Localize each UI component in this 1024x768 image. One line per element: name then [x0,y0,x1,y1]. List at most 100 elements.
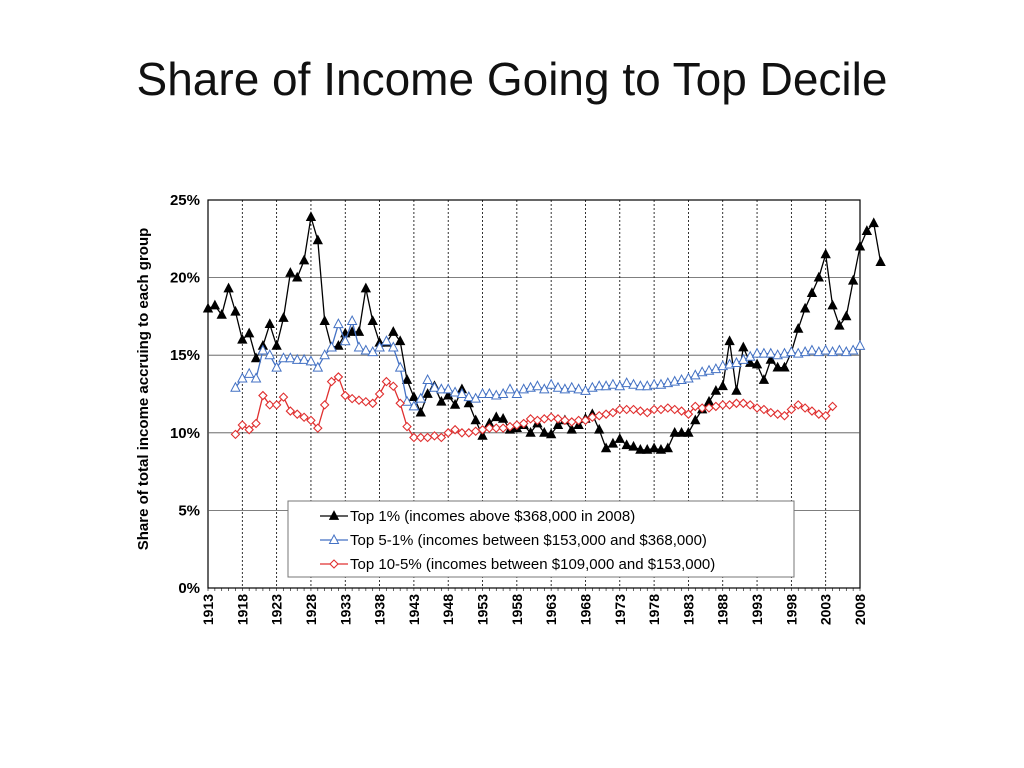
data-point [401,374,413,384]
data-point [525,414,536,424]
data-point [360,344,372,355]
data-point [374,389,385,399]
data-point [429,381,440,392]
data-point [751,347,763,358]
data-point [278,312,289,322]
data-point [291,353,303,364]
data-point [230,305,241,316]
x-tick-label: 1988 [715,594,731,625]
x-axis-ticks: 1913 1918 1923 1928 1933 1938 1943 1948 1953 1958… [200,588,868,625]
data-point [237,420,248,430]
data-point [786,404,797,415]
data-point [367,398,378,409]
data-point [669,404,680,415]
legend-entry: Top 1% (incomes above $368,000 in 2008) [320,508,635,525]
data-point [854,240,866,251]
data-point [628,440,639,451]
data-point [710,385,722,395]
data-point [532,380,543,391]
data-point [593,380,605,391]
data-point [580,384,591,395]
legend: Top 1% (incomes above $368,000 in 2008) T… [287,500,795,578]
data-point [333,318,344,329]
data-point [875,256,886,266]
data-point [690,401,701,412]
data-point [298,353,310,364]
data-point [545,428,557,439]
legend-label: Top 5-1% (incomes between $153,000 and $… [350,532,707,549]
data-point [230,429,241,440]
data-point [299,412,309,423]
data-point [552,381,564,392]
x-tick-label: 1963 [543,594,559,625]
x-tick-label: 1958 [509,594,525,625]
data-point [759,404,769,415]
data-point [209,299,221,310]
data-point [807,406,817,416]
x-tick-label: 1928 [303,594,319,625]
series-layer [202,211,886,454]
data-point [484,423,495,433]
data-point [328,510,340,520]
data-point [388,326,399,336]
y-tick-label: 10% [170,425,200,442]
data-point [292,271,303,282]
data-point [409,432,419,443]
x-tick-label: 1953 [475,594,491,625]
data-point [621,404,632,415]
data-point [621,377,632,388]
data-point [504,383,516,394]
data-point [779,410,790,421]
data-point [415,392,427,403]
data-point [600,442,612,453]
data-point [278,392,289,402]
data-point [580,415,591,426]
data-point [683,426,694,437]
data-point [553,414,563,424]
data-point [422,388,433,398]
legend-label: Top 10-5% (incomes between $109,000 and … [350,556,715,573]
y-tick-label: 0% [178,580,200,597]
data-point [312,361,324,372]
data-point [663,403,673,413]
data-point [793,322,804,333]
data-point [367,315,378,325]
data-point [847,274,859,285]
data-point [566,423,577,434]
data-point [415,406,426,417]
data-point [607,378,619,389]
data-point [766,407,776,418]
data-point [230,381,241,392]
data-point [264,349,276,360]
data-point [635,444,646,454]
data-point [491,411,502,422]
slide-title: Share of Income Going to Top Decile [136,53,888,105]
data-point [834,319,845,330]
data-point [751,358,763,369]
data-point [614,433,625,443]
data-point [731,356,742,367]
data-point [264,400,275,410]
data-point [381,376,392,387]
data-point [648,378,660,389]
y-tick-label: 25% [170,192,200,209]
data-point [319,315,330,325]
data-point [470,414,481,425]
data-point [635,406,646,416]
data-point [216,308,227,319]
data-point [820,344,832,355]
data-point [443,428,453,438]
data-point [449,399,461,409]
data-point [683,372,694,383]
data-point [353,326,365,336]
data-point [258,390,268,401]
data-point [820,248,831,259]
data-point [628,404,639,415]
data-point [436,432,447,443]
data-point [662,442,673,453]
data-point [772,361,783,372]
data-point [758,374,770,384]
data-point [779,361,790,372]
data-point [539,426,550,437]
data-point [676,426,687,437]
